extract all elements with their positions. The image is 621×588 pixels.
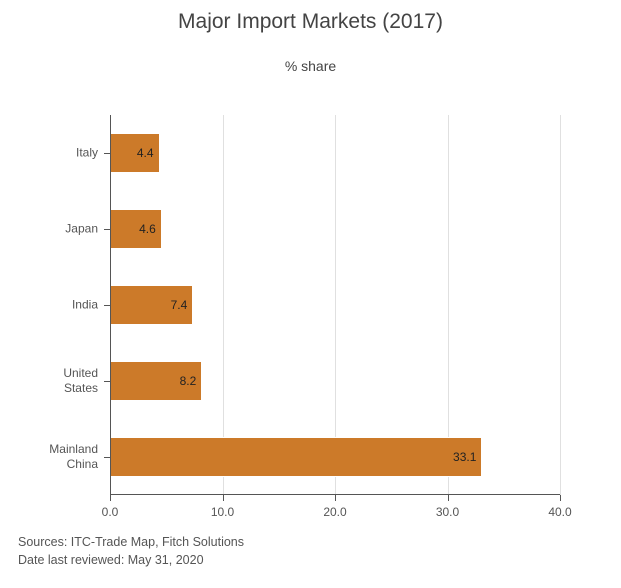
chart-footer: Sources: ITC-Trade Map, Fitch Solutions … xyxy=(18,533,244,571)
date-text: Date last reviewed: May 31, 2020 xyxy=(18,551,244,570)
bar-value-label: 7.4 xyxy=(171,298,188,312)
x-tick-label: 20.0 xyxy=(323,505,346,519)
y-category-label: Japan xyxy=(65,222,110,237)
chart-plot-area: 0.010.020.030.040.0Italy4.4Japan4.6India… xyxy=(110,115,560,495)
sources-text: Sources: ITC-Trade Map, Fitch Solutions xyxy=(18,533,244,552)
x-tick xyxy=(335,495,336,501)
x-tick-label: 30.0 xyxy=(436,505,459,519)
bar-value-label: 4.4 xyxy=(137,146,154,160)
x-tick-label: 0.0 xyxy=(102,505,119,519)
chart-subtitle: % share xyxy=(0,34,621,74)
x-tick xyxy=(560,495,561,501)
y-category-label: United States xyxy=(63,366,110,396)
bar-value-label: 4.6 xyxy=(139,222,156,236)
x-axis-line xyxy=(110,494,560,495)
bar-value-label: 8.2 xyxy=(180,374,197,388)
y-axis-line xyxy=(110,115,111,495)
x-tick xyxy=(448,495,449,501)
y-category-label: Mainland China xyxy=(49,442,110,472)
y-category-label: Italy xyxy=(76,146,110,161)
bar xyxy=(110,437,482,477)
gridline xyxy=(560,115,561,495)
x-tick-label: 10.0 xyxy=(211,505,234,519)
y-category-label: India xyxy=(72,298,110,313)
x-tick-label: 40.0 xyxy=(548,505,571,519)
chart-title: Major Import Markets (2017) xyxy=(0,0,621,34)
bar-value-label: 33.1 xyxy=(453,450,476,464)
x-tick xyxy=(110,495,111,501)
x-tick xyxy=(223,495,224,501)
